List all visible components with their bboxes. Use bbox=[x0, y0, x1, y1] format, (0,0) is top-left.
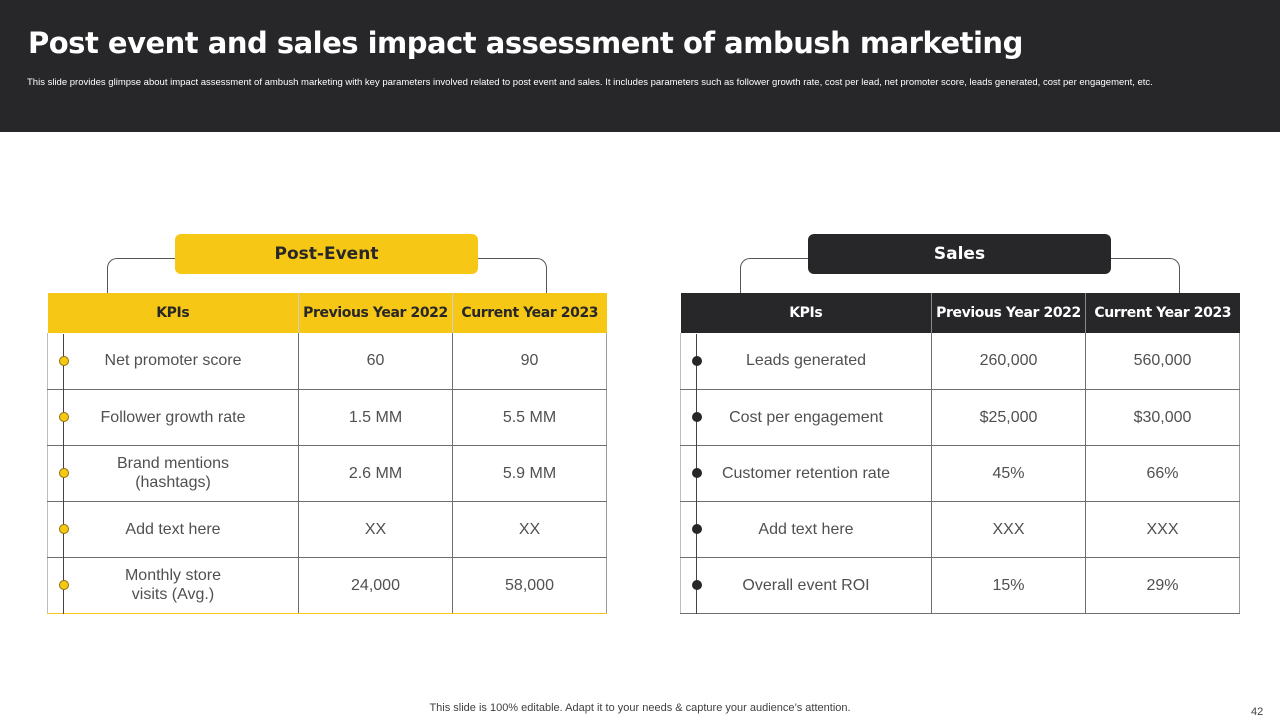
bullet-dot bbox=[59, 524, 69, 534]
footer-note: This slide is 100% editable. Adapt it to… bbox=[429, 702, 851, 714]
table-header-row: KPIs Previous Year 2022 Current Year 202… bbox=[47, 293, 607, 333]
table-row: Customer retention rate 45% 66% bbox=[680, 445, 1240, 502]
column-header-previous-year: Previous Year 2022 bbox=[298, 293, 453, 333]
kpi-cell: Cost per engagement bbox=[680, 389, 932, 446]
table-row: Add text here XX XX bbox=[47, 501, 607, 558]
current-value-cell: XXX bbox=[1085, 501, 1240, 558]
table-row: Cost per engagement $25,000 $30,000 bbox=[680, 389, 1240, 446]
previous-value-cell: 45% bbox=[931, 445, 1086, 502]
previous-value-cell: $25,000 bbox=[931, 389, 1086, 446]
column-header-kpis: KPIs bbox=[47, 293, 299, 333]
kpi-cell: Follower growth rate bbox=[47, 389, 299, 446]
sales-table: KPIs Previous Year 2022 Current Year 202… bbox=[680, 293, 1240, 614]
kpi-cell: Customer retention rate bbox=[680, 445, 932, 502]
bullet-dot bbox=[59, 580, 69, 590]
page-number: 42 bbox=[1251, 706, 1264, 718]
kpi-cell: Leads generated bbox=[680, 333, 932, 390]
kpi-cell: Brand mentions (hashtags) bbox=[47, 445, 299, 502]
bracket-left bbox=[740, 258, 810, 294]
current-value-cell: 58,000 bbox=[452, 557, 607, 614]
bullet-dot bbox=[692, 468, 702, 478]
current-value-cell: $30,000 bbox=[1085, 389, 1240, 446]
bullet-dot bbox=[692, 580, 702, 590]
bullet-dot bbox=[59, 412, 69, 422]
slide-subtitle: This slide provides glimpse about impact… bbox=[27, 77, 1153, 88]
table-row: Overall event ROI 15% 29% bbox=[680, 557, 1240, 614]
current-value-cell: 5.9 MM bbox=[452, 445, 607, 502]
bullet-dot bbox=[692, 524, 702, 534]
bullet-dot bbox=[692, 412, 702, 422]
kpi-cell: Add text here bbox=[47, 501, 299, 558]
post-event-heading: Post-Event bbox=[175, 234, 478, 274]
previous-value-cell: 1.5 MM bbox=[298, 389, 453, 446]
table-row: Leads generated 260,000 560,000 bbox=[680, 333, 1240, 390]
previous-value-cell: 15% bbox=[931, 557, 1086, 614]
previous-value-cell: XXX bbox=[931, 501, 1086, 558]
column-header-kpis: KPIs bbox=[680, 293, 932, 333]
current-value-cell: XX bbox=[452, 501, 607, 558]
kpi-cell: Net promoter score bbox=[47, 333, 299, 390]
current-value-cell: 560,000 bbox=[1085, 333, 1240, 390]
column-header-current-year: Current Year 2023 bbox=[1085, 293, 1240, 333]
table-header-row: KPIs Previous Year 2022 Current Year 202… bbox=[680, 293, 1240, 333]
previous-value-cell: XX bbox=[298, 501, 453, 558]
header-bar: Post event and sales impact assessment o… bbox=[0, 0, 1280, 132]
bullet-dot bbox=[59, 356, 69, 366]
bracket-right bbox=[477, 258, 547, 294]
bracket-left bbox=[107, 258, 177, 294]
current-value-cell: 90 bbox=[452, 333, 607, 390]
column-header-previous-year: Previous Year 2022 bbox=[931, 293, 1086, 333]
previous-value-cell: 2.6 MM bbox=[298, 445, 453, 502]
current-value-cell: 29% bbox=[1085, 557, 1240, 614]
current-value-cell: 66% bbox=[1085, 445, 1240, 502]
previous-value-cell: 24,000 bbox=[298, 557, 453, 614]
previous-value-cell: 60 bbox=[298, 333, 453, 390]
previous-value-cell: 260,000 bbox=[931, 333, 1086, 390]
table-row: Net promoter score 60 90 bbox=[47, 333, 607, 390]
slide-title: Post event and sales impact assessment o… bbox=[28, 26, 1023, 60]
current-value-cell: 5.5 MM bbox=[452, 389, 607, 446]
bracket-right bbox=[1110, 258, 1180, 294]
bullet-dot bbox=[59, 468, 69, 478]
column-header-current-year: Current Year 2023 bbox=[452, 293, 607, 333]
table-row: Add text here XXX XXX bbox=[680, 501, 1240, 558]
bullet-dot bbox=[692, 356, 702, 366]
table-row: Follower growth rate 1.5 MM 5.5 MM bbox=[47, 389, 607, 446]
table-row: Monthly store visits (Avg.) 24,000 58,00… bbox=[47, 557, 607, 614]
sales-heading: Sales bbox=[808, 234, 1111, 274]
kpi-cell: Overall event ROI bbox=[680, 557, 932, 614]
kpi-cell: Monthly store visits (Avg.) bbox=[47, 557, 299, 614]
kpi-cell: Add text here bbox=[680, 501, 932, 558]
post-event-table: KPIs Previous Year 2022 Current Year 202… bbox=[47, 293, 607, 614]
table-row: Brand mentions (hashtags) 2.6 MM 5.9 MM bbox=[47, 445, 607, 502]
